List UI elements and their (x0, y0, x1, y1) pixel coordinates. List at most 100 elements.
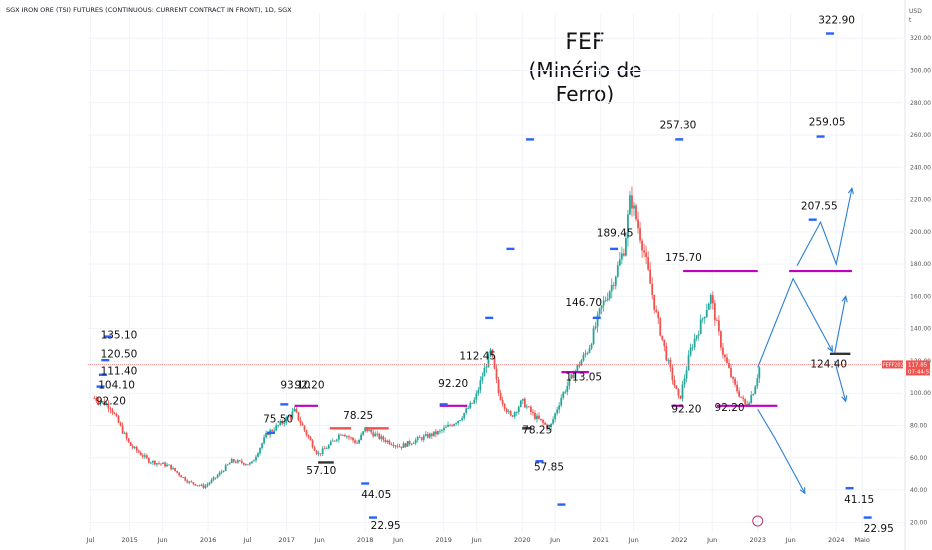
candle-body (257, 453, 259, 457)
level-label: 104.10 (98, 379, 135, 391)
candle-body (618, 259, 621, 266)
x-tick-label: Jun (157, 536, 168, 544)
candle-body (196, 485, 199, 487)
target-level-mark (816, 135, 825, 138)
candle-body (287, 416, 290, 418)
candle-body (182, 477, 185, 479)
x-tick-label: Jun (628, 536, 639, 544)
candle-body (232, 459, 235, 462)
level-label: 57.85 (534, 462, 564, 474)
candle-body (424, 434, 427, 436)
candle-body (321, 448, 324, 454)
candle-body (400, 446, 403, 448)
candle-body (261, 443, 263, 448)
candle-body (653, 294, 656, 310)
candle-body (627, 214, 629, 239)
candle-body (633, 205, 635, 209)
target-level-mark (863, 516, 872, 519)
candle-body (238, 460, 241, 462)
candle-body (544, 422, 546, 425)
candle-body (127, 438, 130, 443)
candle-body (412, 443, 415, 444)
candle-body (726, 357, 728, 364)
candle-body (143, 455, 146, 457)
candle-body (222, 470, 225, 472)
candle-body (301, 423, 304, 426)
candle-body (166, 464, 168, 467)
candle-body (554, 413, 557, 420)
target-level-mark (675, 138, 684, 141)
candle-body (93, 398, 96, 399)
y-tick-label: 40.00 (910, 487, 927, 494)
candle-body (129, 442, 132, 446)
candle-body (180, 475, 183, 478)
price-tag-countdown: 07:44:55 (908, 369, 932, 375)
target-level-mark (526, 138, 535, 141)
level-label: 189.45 (597, 228, 634, 240)
event-icon (752, 515, 764, 527)
candle-body (352, 437, 354, 441)
candle-body (728, 363, 730, 368)
y-tick-label: 60.00 (910, 455, 927, 462)
candle-body (750, 395, 753, 403)
candle-body (711, 295, 714, 304)
candle-body (657, 311, 660, 319)
candle-body (536, 415, 538, 420)
candle-body (281, 421, 284, 424)
candle-body (722, 347, 724, 355)
candle-body (465, 408, 468, 414)
candle-body (659, 318, 662, 336)
candle-body (631, 195, 633, 209)
candle-body (594, 326, 597, 329)
target-level-mark (825, 32, 834, 35)
candle-body (149, 462, 152, 464)
x-axis: Jul 2015 Jun 2016 Jul 2017 Jun 2018 Jun 2019 Jun 20… (85, 536, 869, 544)
x-tick-label: Jun (314, 536, 325, 544)
candle-body (154, 460, 156, 465)
candle-body (178, 472, 181, 476)
level-label: 124.40 (810, 358, 847, 370)
candle-body (386, 440, 389, 442)
candle-body (493, 356, 496, 369)
candle-body (147, 457, 150, 463)
projection-arrowhead (847, 187, 854, 195)
candle-body (578, 364, 581, 366)
target-level-mark (101, 358, 110, 362)
candle-body (651, 283, 654, 295)
candle-body (420, 437, 423, 440)
candle-body (687, 355, 690, 371)
candle-body (519, 400, 522, 407)
candle-body (259, 447, 261, 454)
candle-body (479, 380, 482, 391)
candle-body (220, 471, 223, 473)
candle-body (566, 385, 569, 392)
candle-body (669, 359, 672, 368)
candle-body (319, 453, 322, 455)
candle-body (188, 481, 191, 483)
candle-body (467, 408, 470, 409)
projection-path (757, 409, 806, 494)
drawing-overlays (88, 32, 903, 519)
level-label: 120.50 (101, 349, 138, 361)
candle-body (244, 464, 247, 466)
candle-body (162, 462, 164, 465)
candle-body (331, 440, 334, 442)
candle-body (451, 425, 453, 427)
candle-body (119, 422, 122, 426)
candle-body (105, 403, 108, 406)
candle-body (168, 464, 170, 466)
candle-body (186, 480, 189, 483)
candle-body (190, 481, 193, 483)
candle-body (661, 335, 664, 340)
candle-body (667, 359, 670, 361)
candle-body (198, 485, 201, 487)
candle-body (279, 421, 282, 426)
candle-body (459, 420, 462, 421)
x-tick-label: Jun (471, 536, 482, 544)
candle-body (487, 353, 490, 368)
candle-body (394, 445, 397, 447)
level-label: 92.20 (438, 378, 468, 390)
candle-body (643, 250, 645, 253)
